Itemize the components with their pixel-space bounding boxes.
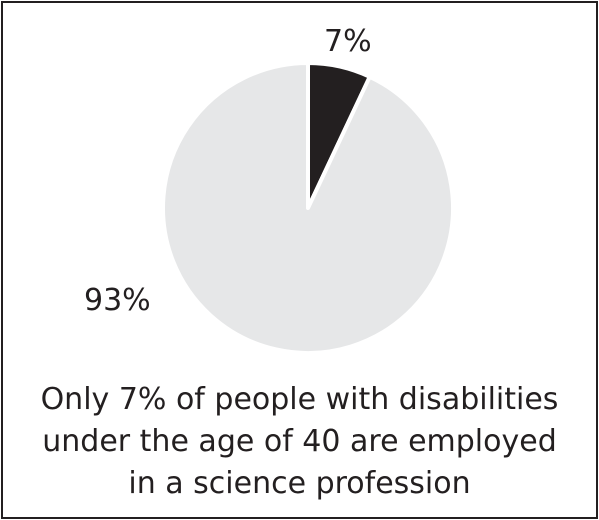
slice-label-93-percent: 93% xyxy=(84,283,151,318)
caption-line-3: in a science profession xyxy=(128,466,471,501)
caption-line-2: under the age of 40 are employed xyxy=(42,424,557,459)
chart-caption: Only 7% of people with disabilities unde… xyxy=(3,379,596,505)
caption-line-1: Only 7% of people with disabilities xyxy=(40,382,559,417)
pie-chart xyxy=(161,61,455,355)
pie-slice-93-percent xyxy=(161,61,455,355)
slice-label-7-percent: 7% xyxy=(324,24,372,59)
